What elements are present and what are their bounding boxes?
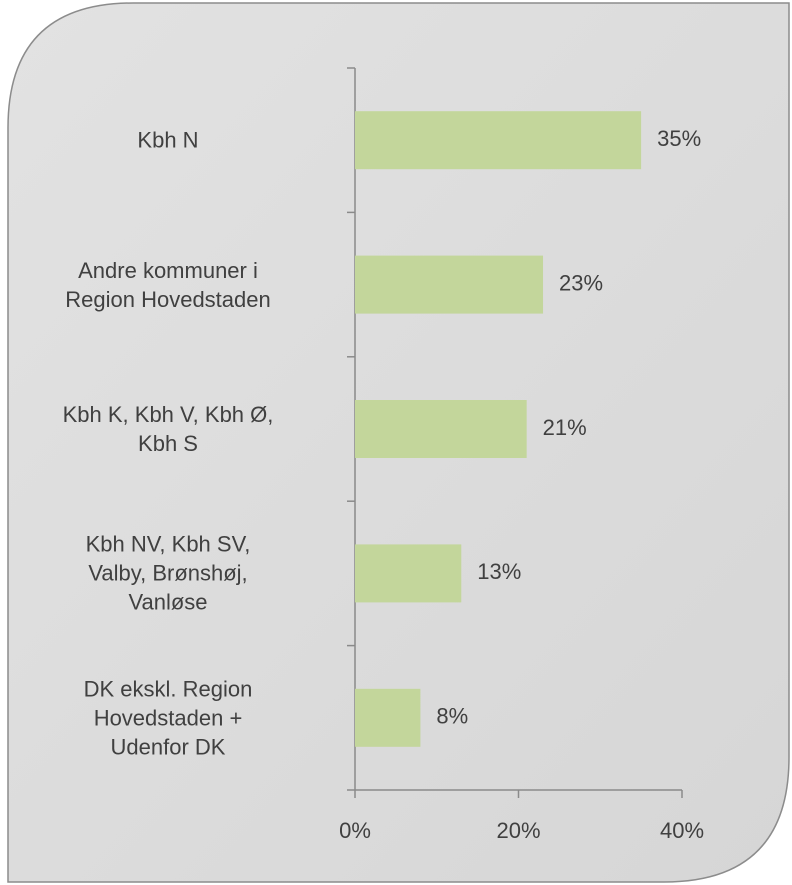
x-tick-label: 20% (496, 818, 540, 843)
category-label: Kbh NV, Kbh SV, Valby, Brønshøj, Vanløse (85, 531, 251, 615)
bar (355, 400, 527, 458)
bar (355, 111, 642, 170)
x-tick-label: 0% (339, 818, 371, 843)
value-label: 8% (436, 704, 468, 729)
bar (355, 688, 421, 747)
value-label: 23% (559, 270, 603, 295)
x-tick-label: 40% (660, 818, 704, 843)
category-label: Kbh N (137, 127, 199, 153)
category-label: DK ekskl. Region Hovedstaden + Udenfor D… (83, 676, 253, 760)
value-label: 21% (543, 415, 587, 440)
bar (355, 255, 544, 314)
bar (355, 544, 462, 603)
category-label: Andre kommuner i Region Hovedstaden (65, 257, 271, 312)
category-label: Kbh K, Kbh V, Kbh Ø, Kbh S (62, 402, 274, 456)
value-label: 35% (657, 126, 701, 151)
value-label: 13% (477, 559, 521, 584)
